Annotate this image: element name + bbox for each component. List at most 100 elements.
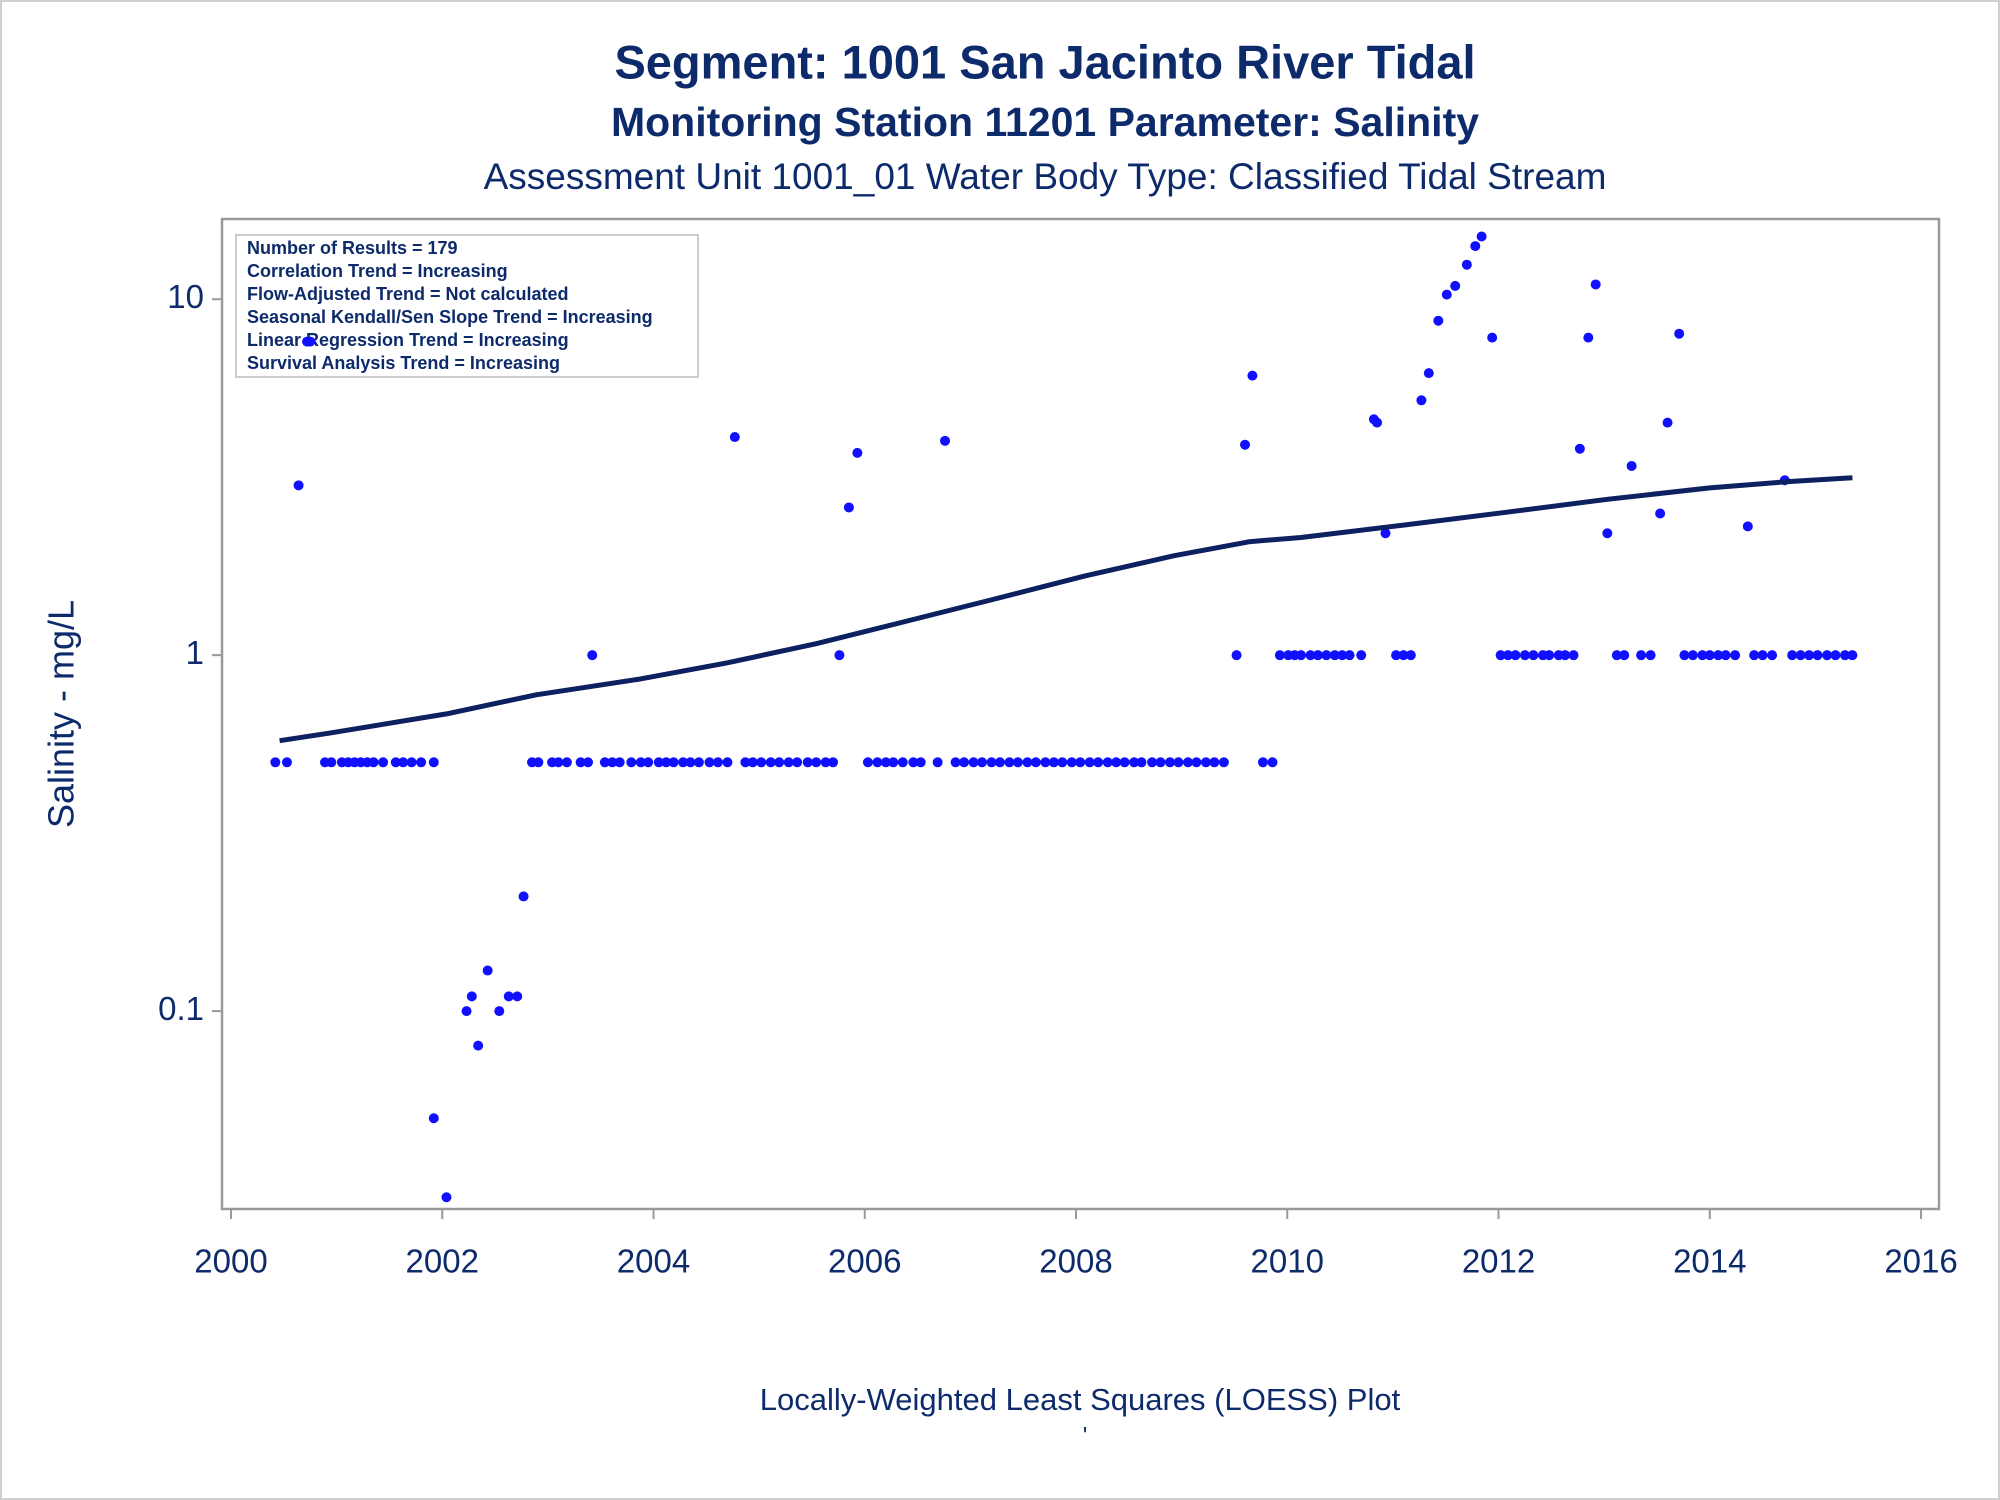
data-point [281,757,292,768]
data-point [729,432,740,443]
data-point [553,757,564,768]
data-point [1337,650,1348,661]
data-point [1257,757,1268,768]
data-point [862,757,873,768]
data-point [712,757,723,768]
data-point [915,757,926,768]
data-point [1416,395,1427,406]
data-point [1730,650,1741,661]
data-point [1470,241,1481,252]
data-point [1173,757,1184,768]
data-point [428,1113,439,1124]
data-point [1274,650,1285,661]
data-point [1568,650,1579,661]
stats-line: Survival Analysis Trend = Increasing [247,353,560,373]
y-tick-label: 0.1 [158,990,204,1027]
x-tick-label: 2004 [617,1243,690,1280]
data-point [1847,650,1858,661]
data-point [668,757,679,768]
data-point [1742,521,1753,532]
data-point [1267,757,1278,768]
data-point [482,965,493,976]
data-point [1129,757,1140,768]
data-point [1155,757,1166,768]
x-tick-label: 2008 [1039,1243,1112,1280]
data-point [1804,650,1815,661]
data-point [811,757,822,768]
data-point [398,757,409,768]
data-point [1391,650,1402,661]
stats-line: Number of Results = 179 [247,238,458,258]
data-point [959,757,970,768]
data-point [1030,757,1041,768]
data-point [1812,650,1823,661]
data-point [756,757,767,768]
data-point [908,757,919,768]
data-point [1147,757,1158,768]
data-point [1004,757,1015,768]
data-point [326,757,337,768]
data-point [1839,650,1850,661]
data-point [368,757,379,768]
data-point [466,991,477,1002]
data-point [1674,328,1685,339]
data-point [722,757,733,768]
data-point [1040,757,1051,768]
stats-box [235,234,699,378]
data-point [1679,650,1690,661]
data-point [1057,757,1068,768]
x-tick-label: 2000 [194,1243,267,1280]
data-point [1296,650,1307,661]
data-point [1519,650,1530,661]
data-point [1200,757,1211,768]
data-point [880,757,891,768]
data-point [1795,650,1806,661]
data-point [1704,650,1715,661]
data-point [1372,417,1383,428]
x-tick-label: 2016 [1884,1243,1957,1280]
data-point [587,650,598,661]
data-point [1636,650,1647,661]
data-point [1405,650,1416,661]
data-point [607,757,618,768]
data-point [834,650,845,661]
data-point [968,757,979,768]
plot-frame [220,217,1941,1211]
data-point [1084,757,1095,768]
data-point [888,757,899,768]
data-point [390,757,401,768]
data-point [986,757,997,768]
data-point [1611,650,1622,661]
chart-subtitle2: Assessment Unit 1001_01 Water Body Type:… [484,156,1607,197]
data-point [1356,650,1367,661]
data-point [802,757,813,768]
data-point [1329,650,1340,661]
data-point [1544,650,1555,661]
data-point [1433,315,1444,326]
data-point [1461,259,1472,270]
data-point [1093,757,1104,768]
data-point [1136,757,1147,768]
data-point [1560,650,1571,661]
data-point [1574,443,1585,454]
data-point [747,757,758,768]
data-point [1119,757,1130,768]
data-point [599,757,610,768]
data-point [1312,650,1323,661]
data-point [897,757,908,768]
data-point [473,1040,484,1051]
data-point [503,991,514,1002]
data-point [1380,528,1391,539]
data-point [1528,650,1539,661]
data-point [575,757,586,768]
data-point [1749,650,1760,661]
data-point [693,757,704,768]
y-tick-label: 10 [167,278,204,315]
data-point [1687,650,1698,661]
data-point [1655,508,1666,519]
chart-title: Segment: 1001 San Jacinto River Tidal [614,35,1475,88]
data-point [1423,368,1434,379]
data-point [1240,439,1251,450]
data-point [1321,650,1332,661]
x-tick-label: 2010 [1251,1243,1324,1280]
